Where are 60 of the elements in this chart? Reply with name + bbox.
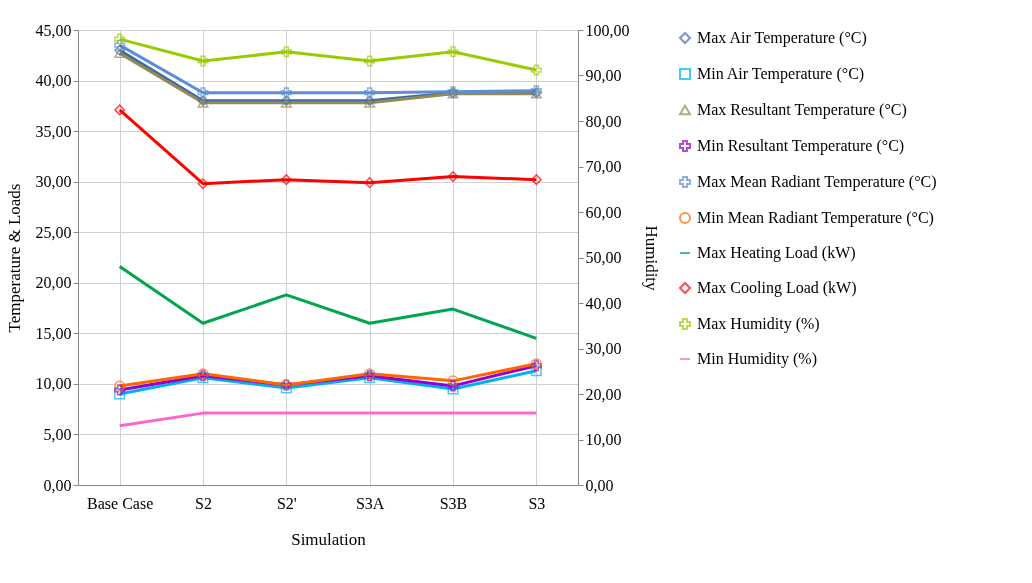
- point: [114, 384, 126, 396]
- y-tick-label: 25,00: [35, 223, 72, 241]
- point: [114, 104, 126, 116]
- x-tick-label: Base Case: [87, 494, 154, 512]
- point: [280, 174, 292, 186]
- point: [364, 87, 376, 99]
- legend-label: Max Humidity (%): [697, 315, 820, 333]
- x-axis-title: Simulation: [291, 529, 367, 549]
- line-series: [118, 265, 538, 340]
- point: [280, 87, 292, 99]
- y-tick-label: 35,00: [35, 122, 72, 140]
- y2-tick-label: 60,00: [585, 203, 622, 221]
- point: [114, 380, 126, 392]
- y-tick-label: 0,00: [43, 476, 72, 494]
- y-tick-label: 15,00: [35, 324, 72, 342]
- legend-label: Max Air Temperature (°C): [697, 29, 867, 47]
- y2-tick-label: 0,00: [585, 476, 614, 494]
- point: [447, 46, 459, 58]
- y-axis-title: Temperature & Loads: [4, 183, 24, 333]
- point: [530, 64, 542, 76]
- x-tick-label: S3: [528, 494, 546, 512]
- point: [114, 48, 126, 59]
- y2-tick-label: 70,00: [585, 158, 622, 175]
- legend-label: Min Mean Radiant Temperature (°C): [697, 209, 934, 227]
- point: [114, 33, 126, 45]
- legend-label: Min Resultant Temperature (°C): [697, 137, 905, 155]
- x-tick-label: S2': [276, 494, 297, 512]
- y-tick-label: 45,00: [35, 21, 72, 39]
- y-tick-label: 20,00: [35, 274, 72, 292]
- legend-label: Max Mean Radiant Temperature (°C): [697, 173, 937, 191]
- point: [447, 375, 459, 387]
- x-tick-label: S2: [195, 494, 212, 512]
- point: [447, 171, 459, 183]
- legend-label: Max Resultant Temperature (°C): [697, 101, 907, 119]
- y2-tick-label: 90,00: [585, 67, 622, 84]
- x-tick-label: S3B: [439, 494, 468, 512]
- y2-tick-label: 100,00: [585, 21, 630, 39]
- y-tick-label: 5,00: [43, 425, 72, 443]
- point: [364, 177, 376, 189]
- y2-tick-label: 50,00: [585, 249, 622, 266]
- y-tick-label: 40,00: [35, 72, 72, 90]
- legend-label: Min Air Temperature (°C): [697, 65, 865, 83]
- point: [197, 178, 209, 190]
- y2-tick-label: 30,00: [585, 340, 622, 357]
- point: [530, 365, 542, 377]
- y2-axis-title: Humidity: [641, 225, 661, 292]
- y2-tick-label: 10,00: [585, 431, 622, 448]
- y2-tick-label: 40,00: [585, 294, 622, 312]
- legend-label: Max Heating Load (kW): [697, 244, 856, 262]
- legend-label: Max Cooling Load (kW): [697, 279, 857, 297]
- y2-tick-label: 20,00: [585, 385, 622, 403]
- point: [280, 46, 292, 58]
- point: [197, 55, 209, 67]
- y-tick-label: 30,00: [35, 173, 72, 191]
- legend-label: Min Humidity (%): [697, 350, 817, 368]
- y2-tick-label: 80,00: [585, 112, 622, 130]
- point: [197, 87, 209, 99]
- y-tick-label: 10,00: [35, 375, 72, 393]
- point: [364, 55, 376, 67]
- x-tick-label: S3A: [355, 494, 385, 512]
